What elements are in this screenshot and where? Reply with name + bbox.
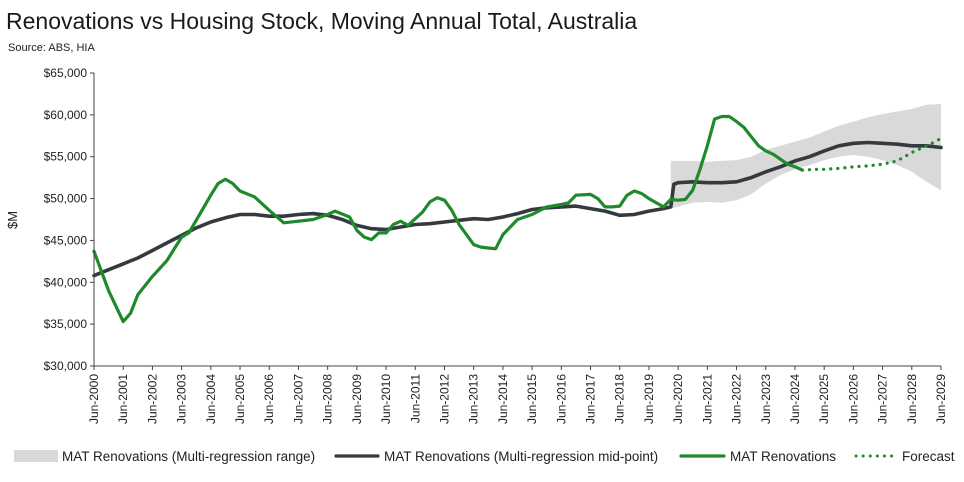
x-tick-label: Jun-2014 bbox=[496, 374, 510, 424]
x-tick-label: Jun-2019 bbox=[642, 374, 656, 424]
x-tick-label: Jun-2029 bbox=[934, 374, 948, 424]
legend: MAT Renovations (Multi-regression range)… bbox=[14, 449, 955, 464]
y-tick-label: $50,000 bbox=[44, 192, 88, 206]
y-tick-label: $65,000 bbox=[44, 66, 88, 80]
series-line-forecast bbox=[800, 136, 943, 172]
x-tick-label: Jun-2020 bbox=[671, 374, 685, 424]
y-tick-label: $55,000 bbox=[44, 150, 88, 164]
y-axis-label: $M bbox=[5, 211, 20, 229]
y-tick-label: $60,000 bbox=[44, 108, 88, 122]
x-tick-label: Jun-2000 bbox=[87, 374, 101, 424]
y-tick-label: $35,000 bbox=[44, 317, 88, 331]
x-tick-label: Jun-2005 bbox=[233, 374, 247, 424]
x-tick-label: Jun-2027 bbox=[876, 374, 890, 424]
x-tick-label: Jun-2026 bbox=[846, 374, 860, 424]
legend-label: MAT Renovations (Multi-regression range) bbox=[62, 449, 315, 464]
chart-title: Renovations vs Housing Stock, Moving Ann… bbox=[6, 8, 637, 34]
x-tick-label: Jun-2003 bbox=[175, 374, 189, 424]
legend-label: Forecast bbox=[902, 449, 955, 464]
y-tick-label: $30,000 bbox=[44, 359, 88, 373]
x-tick-label: Jun-2013 bbox=[467, 374, 481, 424]
series-line-midpoint bbox=[92, 140, 943, 278]
x-tick-label: Jun-2028 bbox=[905, 374, 919, 424]
plot-area: $30,000 $35,000 $40,000 $45,000 $50,000 $55,0… bbox=[44, 66, 948, 424]
chart-subtitle: Source: ABS, HIA bbox=[8, 42, 95, 54]
x-tick-label: Jun-2016 bbox=[554, 374, 568, 424]
x-tick-label: Jun-2022 bbox=[730, 374, 744, 424]
x-tick-label: Jun-2009 bbox=[350, 374, 364, 424]
legend-label: MAT Renovations (Multi-regression mid-po… bbox=[384, 449, 658, 464]
x-tick-label: Jun-2021 bbox=[700, 374, 714, 424]
x-tick-label: Jun-2012 bbox=[437, 374, 451, 424]
y-tick-label: $40,000 bbox=[44, 275, 88, 289]
x-tick-label: Jun-2006 bbox=[262, 374, 276, 424]
y-tick-label: $45,000 bbox=[44, 233, 88, 247]
legend-label: MAT Renovations bbox=[730, 449, 836, 464]
x-tick-label: Jun-2004 bbox=[204, 374, 218, 424]
x-tick-label: Jun-2001 bbox=[116, 374, 130, 424]
x-tick-label: Jun-2007 bbox=[291, 374, 305, 424]
legend-swatch-range bbox=[14, 450, 58, 462]
x-tick-label: Jun-2010 bbox=[379, 374, 393, 424]
x-tick-label: Jun-2017 bbox=[584, 374, 598, 424]
x-tick-label: Jun-2008 bbox=[321, 374, 335, 424]
x-tick-label: Jun-2011 bbox=[408, 374, 422, 423]
x-tick-label: Jun-2023 bbox=[759, 374, 773, 424]
series-line-renovations bbox=[92, 114, 804, 324]
x-tick-label: Jun-2002 bbox=[145, 374, 159, 424]
x-tick-label: Jun-2024 bbox=[788, 374, 802, 424]
x-tick-label: Jun-2018 bbox=[613, 374, 627, 424]
x-tick-label: Jun-2025 bbox=[817, 374, 831, 424]
x-tick-label: Jun-2015 bbox=[525, 374, 539, 424]
